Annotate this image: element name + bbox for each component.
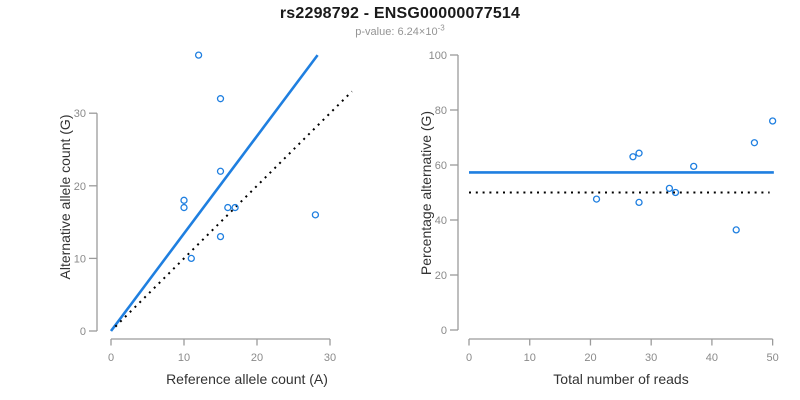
- figure-header: rs2298792 - ENSG00000077514 p-value: 6.2…: [0, 0, 800, 38]
- y-tick-label: 60: [435, 160, 447, 172]
- x-axis-title: Total number of reads: [553, 371, 688, 387]
- data-point: [690, 162, 698, 171]
- data-point: [311, 211, 320, 219]
- x-tick-label: 0: [466, 352, 472, 364]
- x-tick-label: 10: [524, 352, 536, 364]
- data-point: [665, 184, 674, 193]
- data-point: [180, 203, 188, 212]
- y-tick-label: 0: [80, 326, 86, 338]
- data-point: [629, 153, 637, 161]
- regression-line: [109, 54, 319, 332]
- y-axis-title: Percentage alternative (G): [418, 111, 434, 275]
- data-point: [635, 198, 643, 207]
- y-tick-label: 20: [74, 181, 86, 193]
- y-tick-label: 20: [435, 270, 447, 282]
- data-point: [216, 95, 225, 103]
- pvalue-label: p-value:: [355, 26, 398, 38]
- y-tick-label: 30: [74, 108, 86, 120]
- pvalue-base: 10: [425, 26, 438, 38]
- figure-subtitle: p-value: 6.24×10-3: [0, 23, 800, 38]
- x-tick-label: 50: [767, 352, 779, 364]
- y-tick-label: 40: [435, 215, 447, 227]
- right-scatter-plot: 0 20 40 60 80 100 0 10 20 30 40 50 Total number of r…: [418, 50, 779, 387]
- x-axis-title: Reference allele count (A): [166, 371, 328, 387]
- data-point: [592, 195, 601, 203]
- x-tick-label: 30: [324, 352, 336, 364]
- pvalue-exponent: -3: [437, 23, 445, 33]
- data-point: [224, 203, 232, 212]
- pvalue-mantissa: 6.24: [397, 26, 419, 38]
- data-point: [216, 167, 225, 175]
- data-point: [194, 51, 203, 59]
- y-tick-label: 10: [74, 253, 86, 265]
- x-tick-label: 30: [645, 352, 657, 364]
- left-scatter-plot: 0 10 20 30 0 10 20 30 Reference allele count (A)…: [57, 51, 353, 387]
- data-point: [180, 196, 188, 204]
- x-tick-label: 20: [584, 352, 596, 364]
- data-point: [768, 117, 777, 125]
- y-tick-label: 100: [429, 50, 447, 62]
- identity-line: [114, 90, 353, 328]
- data-point: [671, 188, 680, 197]
- x-tick-label: 40: [706, 352, 718, 364]
- x-tick-label: 20: [251, 352, 263, 364]
- data-point: [750, 139, 759, 147]
- data-point: [216, 232, 225, 241]
- y-tick-label: 80: [435, 105, 447, 117]
- y-tick-label: 0: [441, 325, 447, 337]
- pvalue-times-sign: ×: [418, 26, 426, 38]
- data-point: [187, 254, 195, 263]
- data-point: [231, 203, 239, 212]
- y-axis-title: Alternative allele count (G): [57, 115, 73, 280]
- x-tick-label: 0: [108, 352, 114, 364]
- data-point: [635, 149, 643, 157]
- data-point: [732, 226, 740, 234]
- x-tick-label: 10: [178, 352, 190, 364]
- figure-title: rs2298792 - ENSG00000077514: [279, 5, 521, 22]
